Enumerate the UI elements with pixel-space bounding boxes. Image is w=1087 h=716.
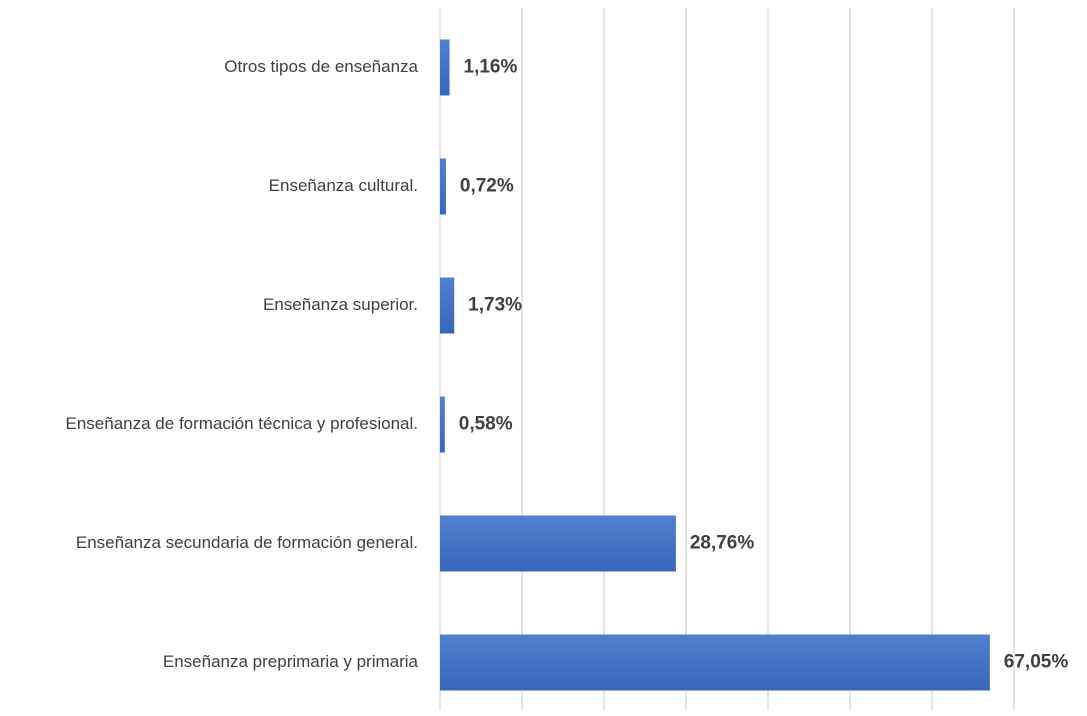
- bar-shade: [440, 158, 446, 215]
- value-label: 28,76%: [690, 533, 755, 554]
- value-label: 67,05%: [1004, 652, 1069, 673]
- value-label: 0,58%: [459, 414, 513, 435]
- bar-shade: [440, 515, 676, 572]
- y-tick-label: Enseñanza superior.: [263, 295, 418, 314]
- y-tick-label: Enseñanza secundaria de formación genera…: [76, 533, 418, 552]
- y-tick-label: Enseñanza de formación técnica y profesi…: [66, 414, 418, 433]
- value-label: 1,73%: [468, 295, 522, 316]
- bar-shade: [440, 39, 450, 96]
- y-tick-label: Enseñanza cultural.: [269, 176, 418, 195]
- y-tick-label: Enseñanza preprimaria y primaria: [163, 652, 419, 671]
- bar-shade: [440, 634, 990, 691]
- value-label: 1,16%: [464, 57, 518, 78]
- y-tick-label: Otros tipos de enseñanza: [224, 57, 418, 76]
- bar-shade: [440, 277, 455, 334]
- bar-shade: [440, 396, 445, 453]
- value-label: 0,72%: [460, 176, 514, 197]
